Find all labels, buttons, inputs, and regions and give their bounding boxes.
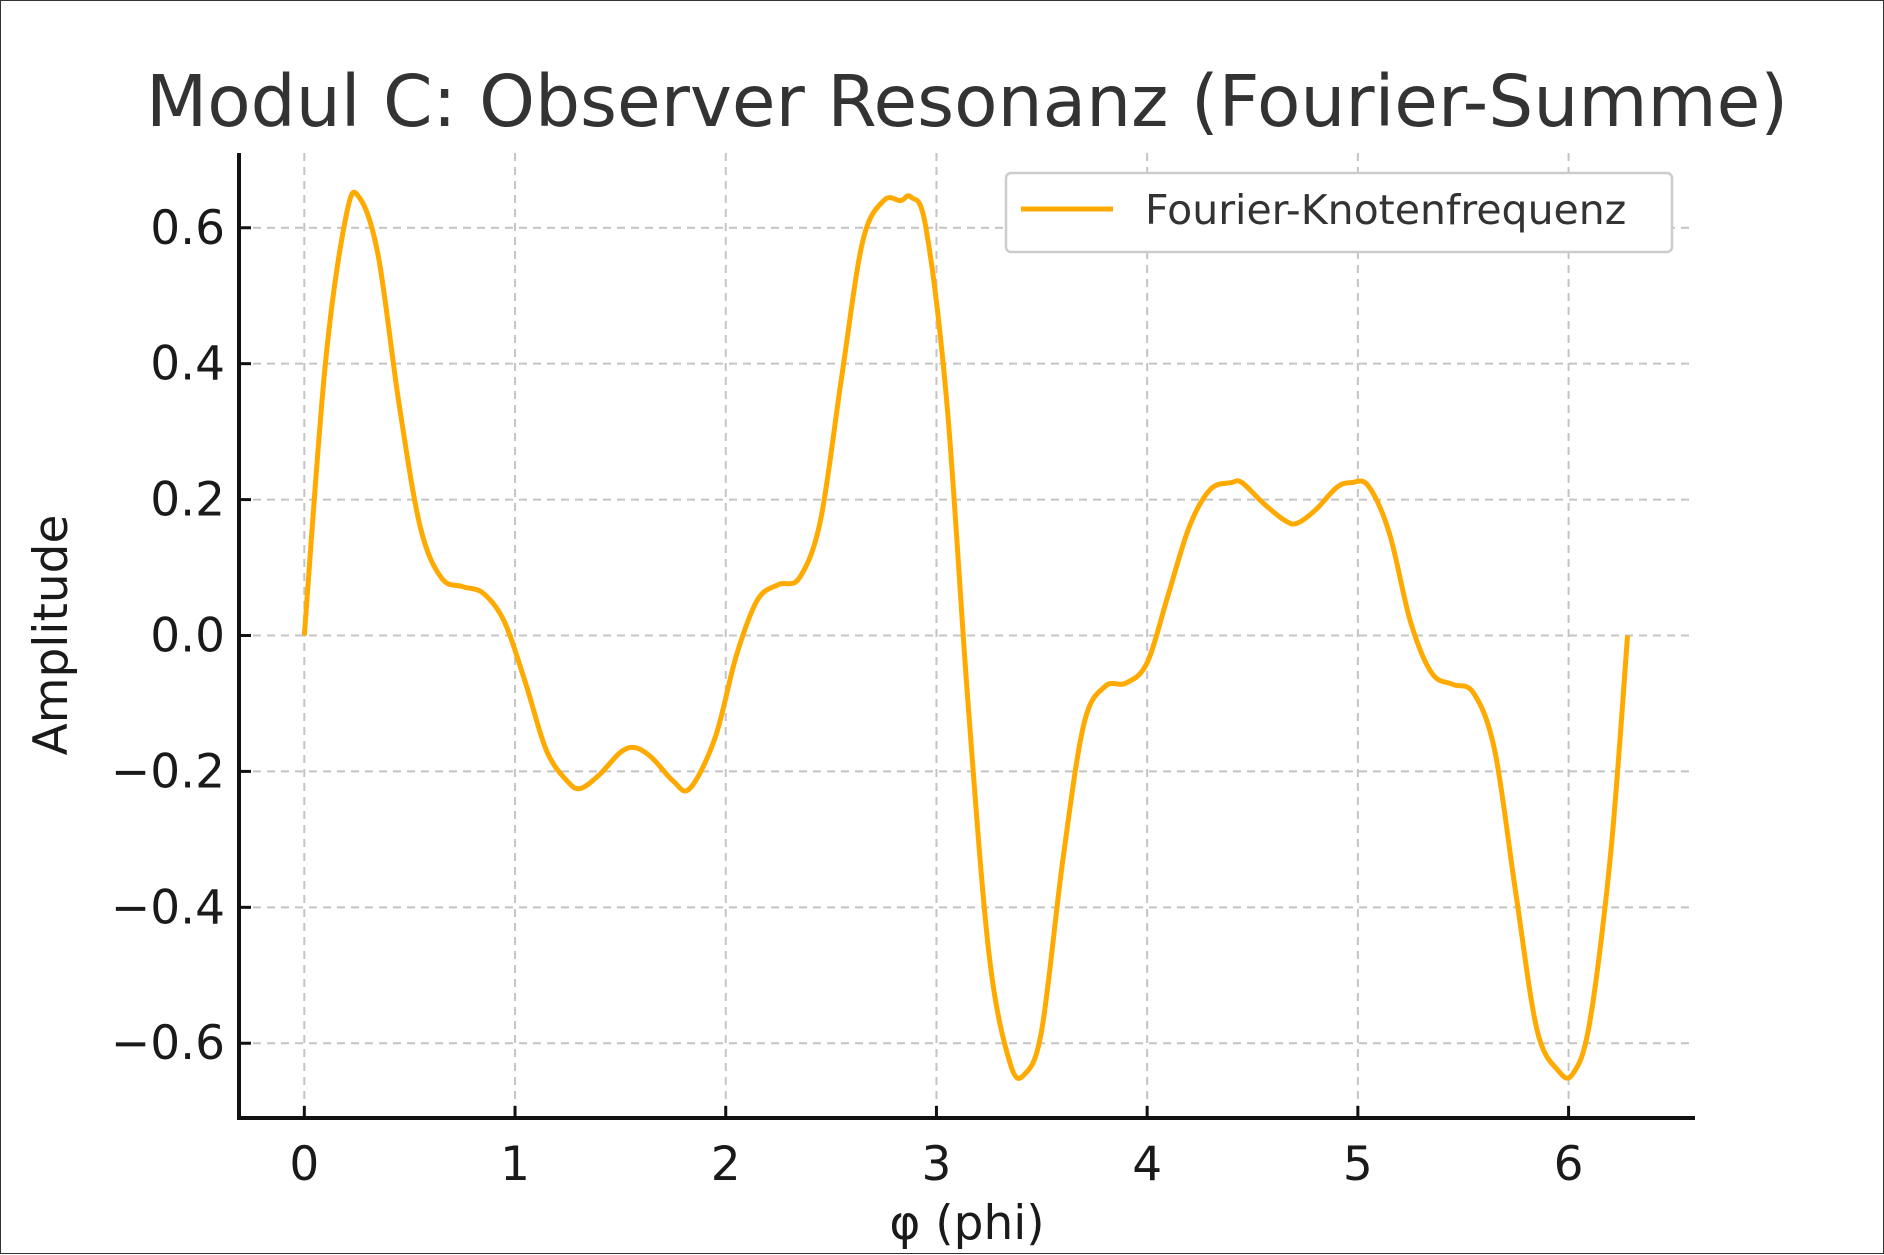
x-tick-label: 2 — [711, 1137, 741, 1192]
x-tick-label: 6 — [1554, 1137, 1584, 1192]
series-layer — [301, 189, 1631, 1081]
x-tick-label: 0 — [289, 1137, 319, 1192]
y-tick-label: 0.2 — [150, 473, 225, 528]
tick-labels: 0 1 2 3 4 5 6 0.6 0.4 0.2 0.0 −0.2 −0.4 −0.6 — [111, 201, 1584, 1192]
x-tick-label: 4 — [1132, 1137, 1162, 1192]
y-axis-label: Amplitude — [24, 515, 79, 756]
y-tick-label: 0.6 — [150, 201, 225, 256]
grid — [239, 153, 1695, 1118]
axes — [237, 153, 1695, 1120]
series-line-fourier-knotenfrequenz — [301, 189, 1631, 1081]
legend: Fourier-Knotenfrequenz — [1004, 171, 1674, 254]
y-tick-label: 0.0 — [150, 609, 225, 664]
y-tick-label: −0.4 — [111, 880, 225, 935]
x-tick-label: 3 — [921, 1137, 951, 1192]
x-tick-label: 5 — [1343, 1137, 1373, 1192]
x-axis-label: φ (phi) — [889, 1196, 1044, 1251]
legend-label: Fourier-Knotenfrequenz — [1145, 186, 1626, 234]
y-tick-label: 0.4 — [150, 337, 225, 392]
chart-title: Modul C: Observer Resonanz (Fourier-Summ… — [146, 60, 1788, 143]
y-tick-label: −0.6 — [111, 1016, 225, 1071]
y-tick-label: −0.2 — [111, 744, 225, 799]
x-tick-label: 1 — [500, 1137, 530, 1192]
legend-box — [1004, 171, 1674, 254]
